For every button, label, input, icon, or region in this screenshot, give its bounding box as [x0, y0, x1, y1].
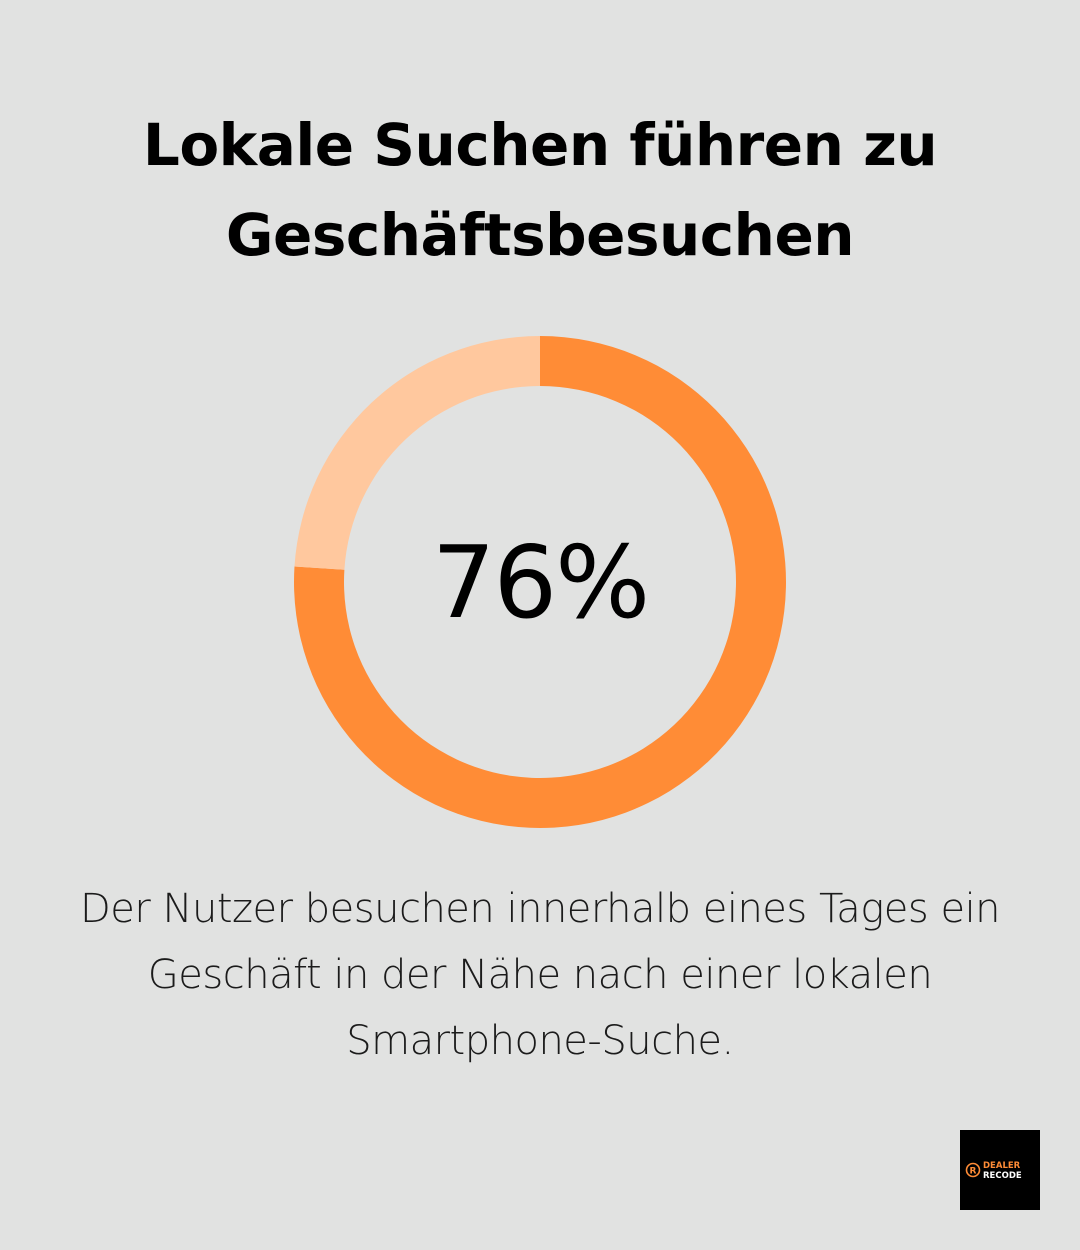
logo-line2: RECODE [983, 1171, 1022, 1181]
logo-line1: DEALER [983, 1161, 1021, 1171]
svg-text:R: R [970, 1167, 977, 1177]
dealer-recode-logo: R DEALER RECODE [960, 1130, 1040, 1210]
donut-chart [294, 336, 786, 828]
logo-r-icon [965, 1162, 981, 1178]
chart-description: Der Nutzer besuchen innerhalb eines Tage… [79, 886, 1001, 1064]
chart-title: Lokale Suchen führen zu Geschäftsbesuche… [142, 111, 938, 269]
center-percentage-label: 76% [431, 523, 650, 641]
donut-slice-remainder [294, 336, 540, 570]
